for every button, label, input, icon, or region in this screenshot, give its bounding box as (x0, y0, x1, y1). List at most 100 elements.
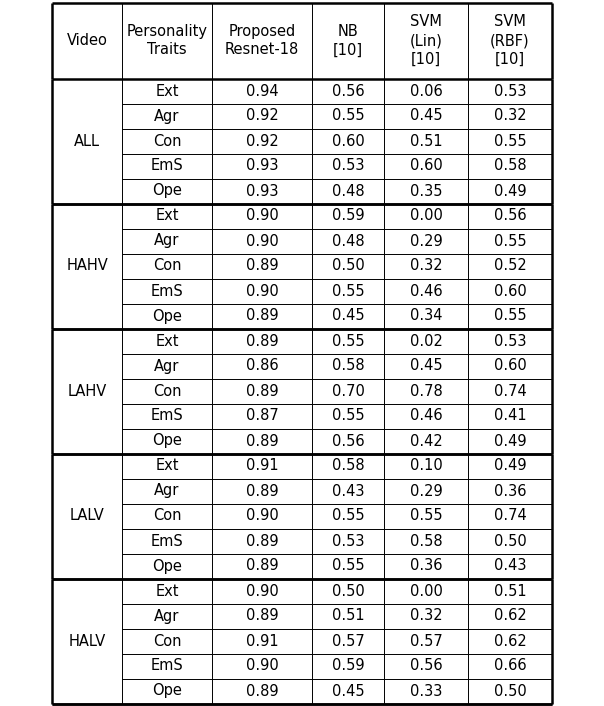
Text: 0.53: 0.53 (493, 83, 526, 99)
Text: Con: Con (153, 508, 181, 524)
Text: EmS: EmS (150, 409, 184, 424)
Text: 0.43: 0.43 (493, 558, 526, 573)
Text: 0.89: 0.89 (246, 534, 278, 549)
Text: Ext: Ext (155, 83, 179, 99)
Text: 0.91: 0.91 (246, 458, 278, 474)
Text: 0.51: 0.51 (493, 583, 526, 599)
Text: 0.46: 0.46 (410, 284, 442, 299)
Text: Agr: Agr (154, 609, 179, 623)
Text: 0.43: 0.43 (332, 484, 364, 498)
Text: 0.45: 0.45 (332, 683, 364, 698)
Text: NB
[10]: NB [10] (333, 24, 363, 57)
Text: 0.89: 0.89 (246, 683, 278, 698)
Text: 0.53: 0.53 (332, 534, 364, 549)
Text: 0.89: 0.89 (246, 433, 278, 448)
Text: Con: Con (153, 633, 181, 649)
Text: Ext: Ext (155, 458, 179, 474)
Text: Con: Con (153, 383, 181, 398)
Text: 0.32: 0.32 (410, 258, 442, 273)
Text: 0.51: 0.51 (332, 609, 364, 623)
Text: 0.86: 0.86 (246, 359, 278, 373)
Text: 0.59: 0.59 (332, 208, 364, 224)
Text: HALV: HALV (68, 633, 106, 649)
Text: 0.02: 0.02 (410, 333, 443, 349)
Text: 0.59: 0.59 (332, 659, 364, 674)
Text: EmS: EmS (150, 659, 184, 674)
Text: 0.89: 0.89 (246, 309, 278, 323)
Text: 0.60: 0.60 (493, 284, 526, 299)
Text: 0.58: 0.58 (332, 359, 364, 373)
Text: 0.29: 0.29 (410, 484, 442, 498)
Text: 0.46: 0.46 (410, 409, 442, 424)
Text: 0.55: 0.55 (332, 558, 364, 573)
Text: 0.89: 0.89 (246, 383, 278, 398)
Text: 0.93: 0.93 (246, 184, 278, 198)
Text: 0.32: 0.32 (410, 609, 442, 623)
Text: 0.55: 0.55 (493, 133, 526, 148)
Text: HAHV: HAHV (66, 258, 108, 273)
Text: 0.32: 0.32 (493, 109, 526, 124)
Text: 0.60: 0.60 (493, 359, 526, 373)
Text: Video: Video (66, 33, 108, 48)
Text: 0.89: 0.89 (246, 333, 278, 349)
Text: 0.41: 0.41 (493, 409, 526, 424)
Text: 0.56: 0.56 (493, 208, 526, 224)
Text: 0.49: 0.49 (493, 458, 526, 474)
Text: 0.90: 0.90 (246, 208, 278, 224)
Text: 0.45: 0.45 (410, 109, 442, 124)
Text: LALV: LALV (69, 508, 104, 524)
Text: 0.60: 0.60 (332, 133, 364, 148)
Text: Ext: Ext (155, 208, 179, 224)
Text: 0.90: 0.90 (246, 234, 278, 249)
Text: 0.55: 0.55 (332, 109, 364, 124)
Text: 0.48: 0.48 (332, 184, 364, 198)
Text: SVM
(Lin)
[10]: SVM (Lin) [10] (410, 14, 443, 66)
Text: 0.66: 0.66 (493, 659, 526, 674)
Text: Agr: Agr (154, 359, 179, 373)
Text: 0.50: 0.50 (332, 583, 364, 599)
Text: 0.50: 0.50 (493, 534, 526, 549)
Text: Proposed
Resnet-18: Proposed Resnet-18 (225, 24, 299, 57)
Text: Ope: Ope (152, 184, 182, 198)
Text: 0.94: 0.94 (246, 83, 278, 99)
Text: 0.60: 0.60 (410, 159, 442, 174)
Text: 0.50: 0.50 (332, 258, 364, 273)
Text: 0.45: 0.45 (332, 309, 364, 323)
Text: 0.35: 0.35 (410, 184, 442, 198)
Text: 0.55: 0.55 (493, 309, 526, 323)
Text: 0.92: 0.92 (246, 109, 278, 124)
Text: Ope: Ope (152, 433, 182, 448)
Text: 0.56: 0.56 (332, 433, 364, 448)
Text: 0.91: 0.91 (246, 633, 278, 649)
Text: 0.89: 0.89 (246, 484, 278, 498)
Text: Con: Con (153, 258, 181, 273)
Text: 0.50: 0.50 (493, 683, 526, 698)
Text: 0.29: 0.29 (410, 234, 442, 249)
Text: 0.55: 0.55 (332, 508, 364, 524)
Text: 0.51: 0.51 (410, 133, 442, 148)
Text: 0.00: 0.00 (410, 583, 443, 599)
Text: 0.93: 0.93 (246, 159, 278, 174)
Text: LAHV: LAHV (68, 383, 107, 398)
Text: 0.55: 0.55 (493, 234, 526, 249)
Text: Ope: Ope (152, 309, 182, 323)
Text: 0.57: 0.57 (332, 633, 364, 649)
Text: 0.90: 0.90 (246, 583, 278, 599)
Text: 0.74: 0.74 (493, 383, 526, 398)
Text: 0.42: 0.42 (410, 433, 442, 448)
Text: 0.78: 0.78 (410, 383, 442, 398)
Text: Agr: Agr (154, 109, 179, 124)
Text: 0.70: 0.70 (332, 383, 364, 398)
Text: 0.36: 0.36 (410, 558, 442, 573)
Text: 0.48: 0.48 (332, 234, 364, 249)
Text: 0.92: 0.92 (246, 133, 278, 148)
Text: 0.90: 0.90 (246, 284, 278, 299)
Text: 0.56: 0.56 (332, 83, 364, 99)
Text: 0.89: 0.89 (246, 609, 278, 623)
Text: Con: Con (153, 133, 181, 148)
Text: EmS: EmS (150, 284, 184, 299)
Text: 0.89: 0.89 (246, 558, 278, 573)
Text: 0.58: 0.58 (332, 458, 364, 474)
Text: EmS: EmS (150, 159, 184, 174)
Text: 0.45: 0.45 (410, 359, 442, 373)
